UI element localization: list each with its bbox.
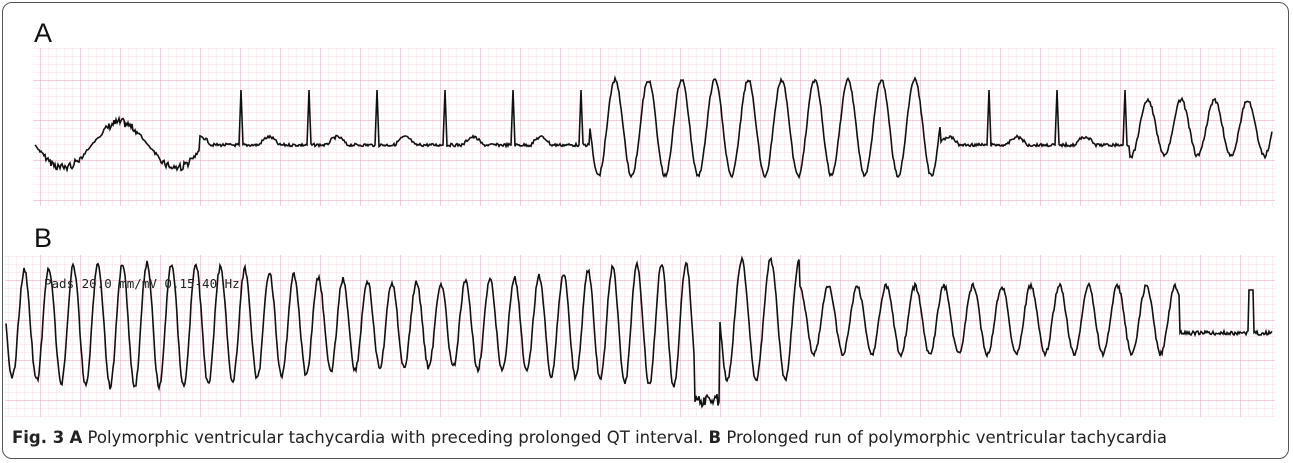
ecg-annotation: Pads 20.0 mm/mV 0.15-40 Hz (44, 276, 240, 291)
figure-caption: Fig. 3 A Polymorphic ventricular tachyca… (12, 428, 1167, 447)
ecg-strips: Pads 20.0 mm/mV 0.15-40 Hz (0, 0, 1293, 463)
caption-part-label: A (69, 428, 82, 447)
caption-text: Polymorphic ventricular tachycardia with… (88, 428, 704, 447)
caption-number: Fig. 3 (12, 428, 64, 447)
ecg-grid (33, 48, 1275, 206)
caption-text: Prolonged run of polymorphic ventricular… (726, 428, 1167, 447)
caption-part-label: B (708, 428, 721, 447)
